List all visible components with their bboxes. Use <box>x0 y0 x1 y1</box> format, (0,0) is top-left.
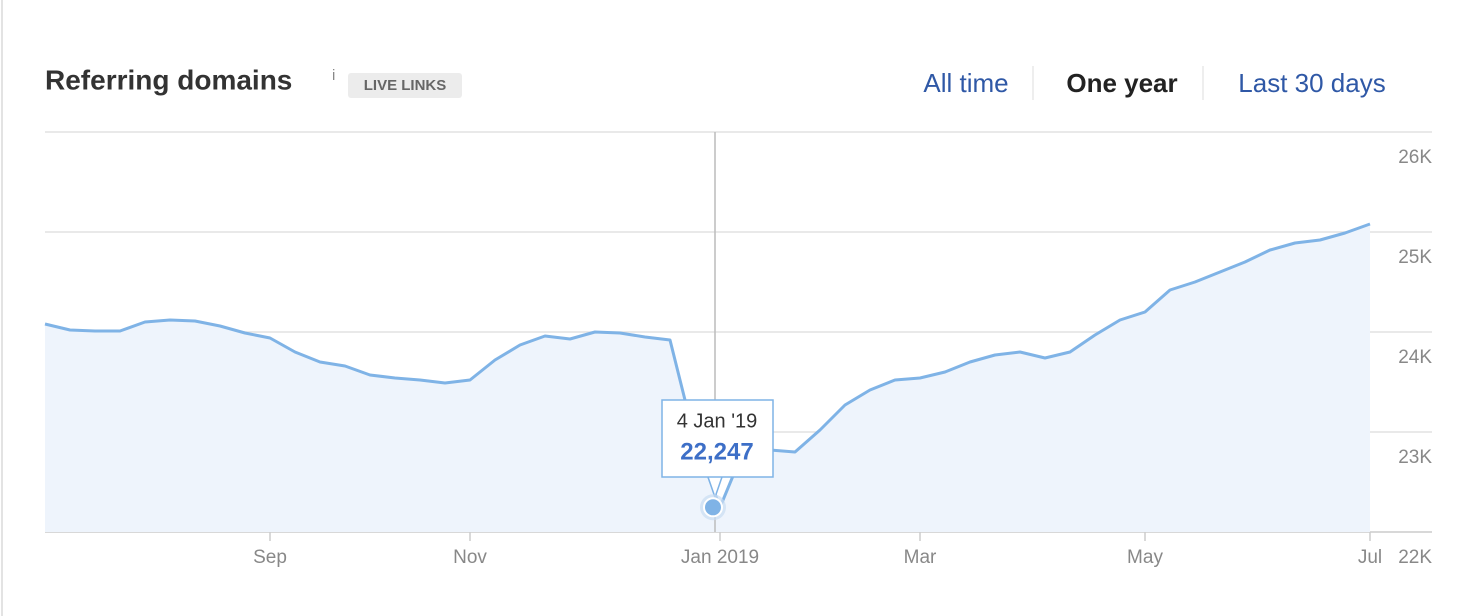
time-range-tab[interactable]: One year <box>1066 68 1177 98</box>
chart-title: Referring domains <box>45 64 292 95</box>
tooltip-value: 22,247 <box>680 438 753 465</box>
time-range-tab[interactable]: Last 30 days <box>1238 68 1385 98</box>
marker <box>703 497 723 518</box>
y-tick-label: 26K <box>1398 147 1432 168</box>
x-tick-label: Mar <box>904 547 937 568</box>
x-tick-label: Sep <box>253 547 287 568</box>
tooltip-box <box>661 399 774 478</box>
y-tick-label: 23K <box>1398 447 1432 468</box>
tooltip-date: 4 Jan '19 <box>677 410 758 432</box>
x-tick-label: Jul <box>1358 547 1382 568</box>
x-tick-label: Nov <box>453 547 487 568</box>
badge-bg <box>348 73 462 98</box>
x-tick-label: May <box>1127 547 1163 568</box>
x-tick-label: Jan 2019 <box>681 547 759 568</box>
y-tick-label: 24K <box>1398 347 1432 368</box>
area <box>45 224 1370 532</box>
time-range-tab[interactable]: All time <box>923 68 1008 98</box>
badge: LIVE LINKS <box>364 77 447 94</box>
info-icon[interactable]: i <box>332 67 335 84</box>
y-tick-label: 22K <box>1398 547 1432 568</box>
y-tick-label: 25K <box>1398 247 1432 268</box>
